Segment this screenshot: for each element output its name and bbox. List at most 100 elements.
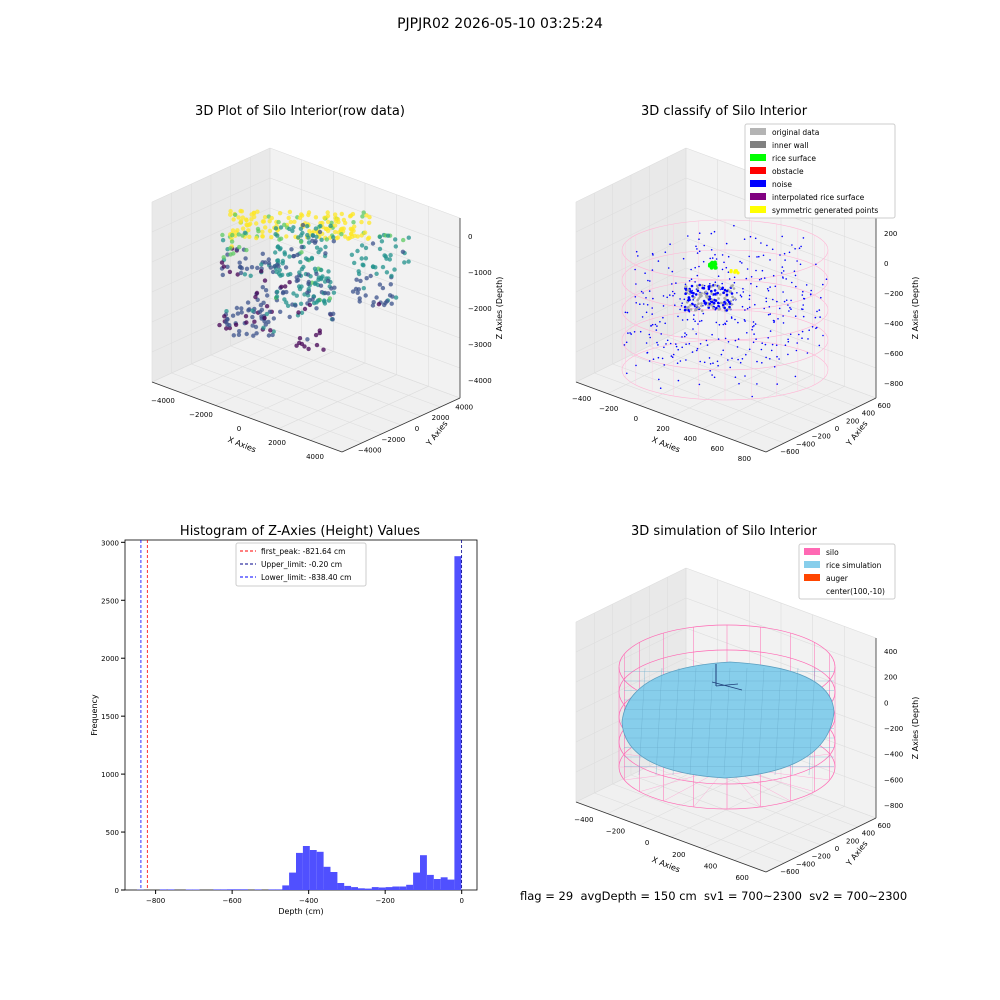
scatter-point xyxy=(233,322,239,327)
scatter-point xyxy=(356,269,361,274)
scatter-point xyxy=(305,290,310,295)
histogram-bar xyxy=(392,886,400,890)
scatter-point xyxy=(251,333,256,338)
noise-point xyxy=(760,348,763,351)
scatter-point xyxy=(313,215,319,220)
noise-point xyxy=(755,338,757,341)
cluster-point xyxy=(724,298,727,301)
cluster-point xyxy=(689,303,692,307)
scatter-point xyxy=(306,287,311,292)
scatter-point xyxy=(262,278,268,283)
x-tick-label: 0 xyxy=(459,897,463,905)
z-tick-label: −600 xyxy=(884,350,903,358)
noise-point xyxy=(769,358,771,360)
cluster-point xyxy=(712,307,715,310)
noise-point xyxy=(716,360,719,363)
scatter-point xyxy=(319,275,324,281)
y-tick-label: −600 xyxy=(780,448,799,456)
scatter-point xyxy=(296,310,301,315)
scatter-point xyxy=(237,264,243,270)
histogram-bar xyxy=(240,889,248,890)
noise-point xyxy=(626,372,628,375)
noise-point xyxy=(801,330,804,333)
noise-point xyxy=(635,302,637,304)
scatter-point xyxy=(282,222,287,227)
scatter-point xyxy=(291,225,296,230)
noise-point xyxy=(781,266,784,268)
cluster-point xyxy=(701,284,704,287)
scatter-point xyxy=(278,225,284,230)
noise-point xyxy=(649,336,651,339)
noise-point xyxy=(775,344,778,347)
noise-point xyxy=(778,358,780,360)
scatter-point xyxy=(247,234,252,239)
noise-point xyxy=(664,322,666,325)
legend-label: Lower_limit: -838.40 cm xyxy=(261,573,351,582)
scatter-point xyxy=(371,300,376,305)
scatter-point xyxy=(273,226,279,231)
scatter-point xyxy=(299,244,304,250)
histogram-bar xyxy=(426,874,434,890)
scatter-point xyxy=(292,219,297,224)
scatter-point xyxy=(237,260,242,265)
noise-point xyxy=(662,295,665,297)
scatter-point xyxy=(343,234,348,239)
scatter-point xyxy=(262,315,267,321)
noise-point xyxy=(685,334,688,336)
scatter-point xyxy=(312,281,318,287)
cluster-point xyxy=(696,298,699,302)
cluster-point xyxy=(710,289,713,293)
scatter-point xyxy=(362,230,368,235)
noise-point xyxy=(739,260,741,263)
scatter-point xyxy=(393,237,398,242)
noise-point xyxy=(742,287,744,290)
noise-point xyxy=(696,347,699,350)
cluster-point xyxy=(696,289,700,293)
legend-label: center(100,-10) xyxy=(826,587,885,596)
x-tick-label: 200 xyxy=(656,425,669,433)
scatter-point xyxy=(269,235,274,240)
noise-point xyxy=(696,252,699,254)
noise-point xyxy=(744,320,746,322)
scatter-point xyxy=(280,258,286,264)
x-tick-label: −400 xyxy=(572,395,591,403)
grid-line xyxy=(269,327,461,399)
z-tick-label: −4000 xyxy=(468,377,492,385)
scatter-point xyxy=(333,223,338,228)
noise-point xyxy=(745,353,747,356)
noise-point xyxy=(724,323,727,326)
y-tick-label: −2000 xyxy=(382,436,406,444)
noise-point xyxy=(751,328,753,331)
z-tick-label: 400 xyxy=(884,648,897,656)
scatter-point xyxy=(359,219,364,225)
noise-point xyxy=(692,299,694,301)
noise-point xyxy=(705,339,708,342)
noise-point xyxy=(737,358,739,361)
noise-point xyxy=(688,280,691,282)
scatter-point xyxy=(274,269,279,275)
legend-swatch xyxy=(750,141,766,148)
scatter-point xyxy=(377,234,383,240)
histogram-bar xyxy=(289,872,296,890)
symmetric-point xyxy=(734,269,738,273)
noise-point xyxy=(763,307,765,310)
noise-point xyxy=(745,277,748,280)
legend-label: original data xyxy=(772,128,819,137)
scatter-point xyxy=(267,309,273,314)
scatter-point xyxy=(385,233,391,238)
scatter-point xyxy=(299,212,304,217)
x-tick-label: −2000 xyxy=(189,411,213,419)
noise-point xyxy=(690,278,693,281)
scatter-point xyxy=(221,255,226,260)
scatter-point xyxy=(287,226,292,232)
scatter-point xyxy=(331,290,337,295)
noise-point xyxy=(681,302,683,305)
scatter-point xyxy=(300,222,306,228)
histogram-bar xyxy=(167,889,175,890)
histogram-bar xyxy=(351,887,358,890)
scatter-point xyxy=(236,215,241,220)
noise-point xyxy=(769,259,771,261)
scatter-point xyxy=(230,228,236,233)
noise-point xyxy=(649,280,651,282)
noise-point xyxy=(739,294,742,297)
